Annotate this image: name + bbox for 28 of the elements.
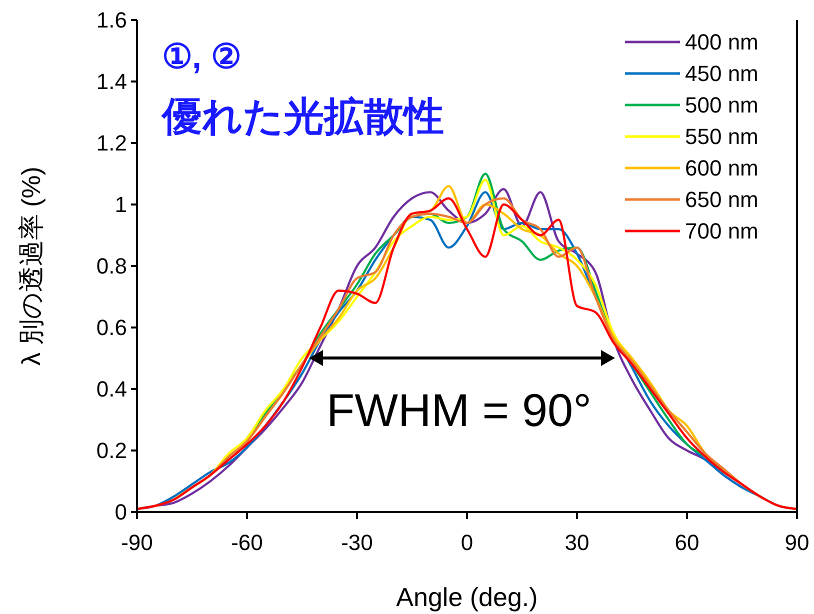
y-tick-label: 0.8 <box>96 254 127 279</box>
x-tick-label: 30 <box>564 530 590 555</box>
y-tick-label: 1.6 <box>96 8 127 33</box>
y-tick-label: 1.2 <box>96 130 127 156</box>
y-tick-label: 0 <box>114 500 127 525</box>
x-tick-label: -30 <box>341 530 373 555</box>
x-tick-label: 60 <box>674 530 700 555</box>
y-tick-label: 1.4 <box>96 69 127 94</box>
y-tick-label: 0.2 <box>96 438 127 464</box>
annotation: 優れた光拡散性 <box>160 95 444 139</box>
legend-label: 500 nm <box>685 92 758 118</box>
legend-label: 400 nm <box>685 30 758 55</box>
x-tick-label: -60 <box>231 530 263 555</box>
annotation: ①, ② <box>162 38 241 76</box>
x-tick-label: -90 <box>121 530 153 555</box>
x-tick-label: 0 <box>460 530 474 555</box>
y-tick-label: 1 <box>114 192 127 218</box>
y-tick-label: 0.4 <box>96 376 127 402</box>
x-axis-title: Angle (deg.) <box>396 582 538 612</box>
x-tick-label: 90 <box>784 530 810 555</box>
legend-label: 550 nm <box>685 124 758 150</box>
legend-label: 450 nm <box>685 61 758 86</box>
legend-label: 650 nm <box>685 187 758 212</box>
y-axis-title: λ 別の透過率 (%) <box>16 166 46 366</box>
y-tick-label: 0.6 <box>96 315 127 340</box>
legend-label: 700 nm <box>685 218 758 244</box>
annotation: FWHM = 90° <box>326 384 592 436</box>
legend-label: 600 nm <box>685 156 758 181</box>
